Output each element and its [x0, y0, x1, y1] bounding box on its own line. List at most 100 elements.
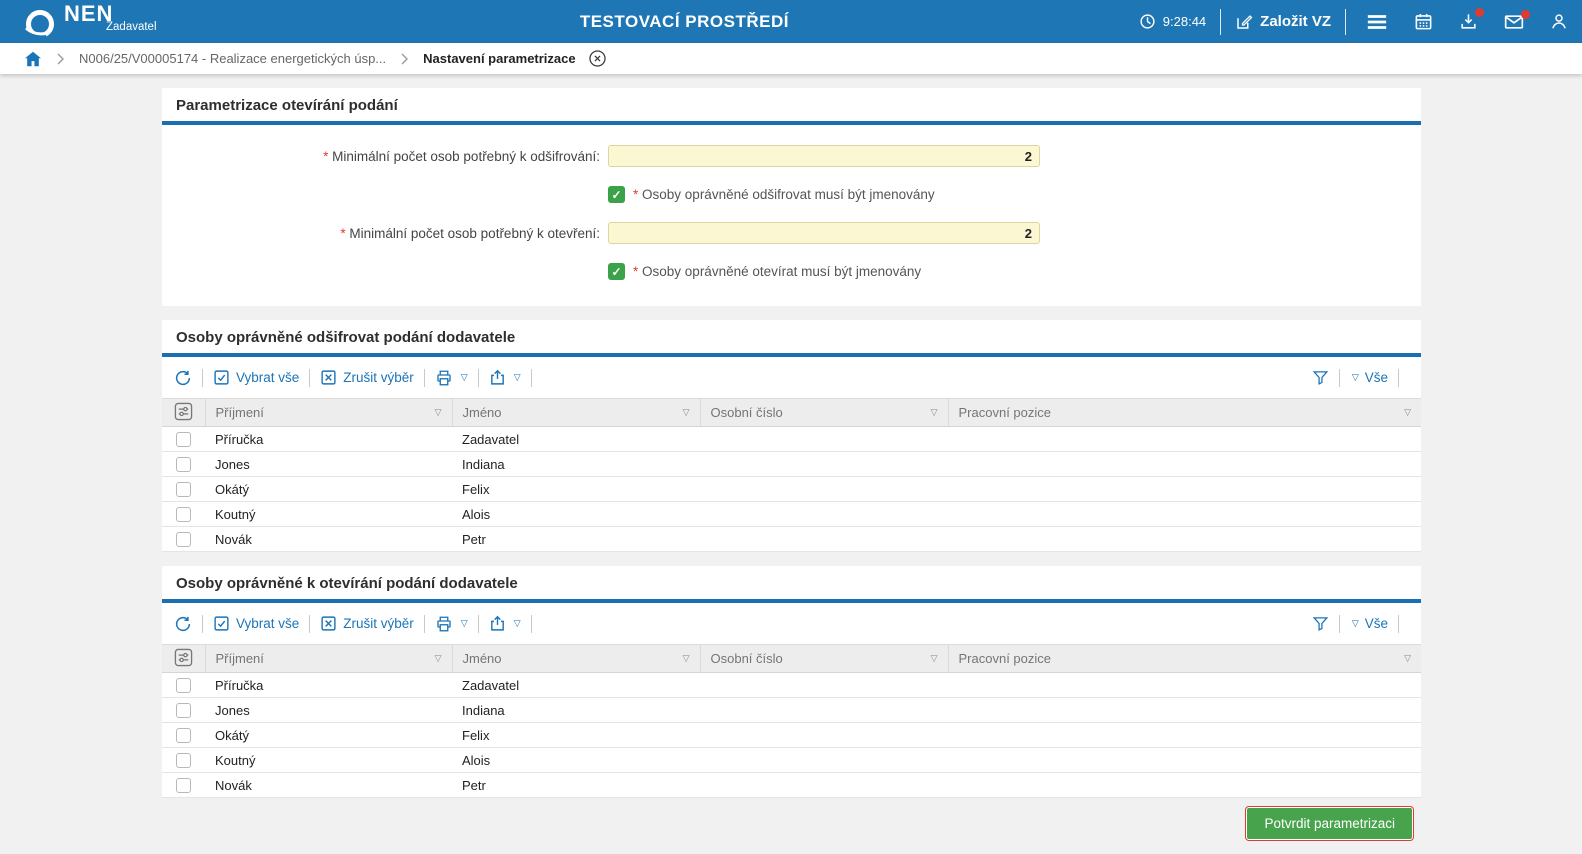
export-button[interactable]: ▽: [489, 615, 521, 632]
clock-icon: [1139, 13, 1156, 30]
row-checkbox[interactable]: [176, 778, 191, 794]
hamburger-menu-icon[interactable]: [1366, 13, 1388, 31]
column-header[interactable]: Příjmení ▽: [204, 644, 452, 673]
table-cell: Okátý: [205, 722, 452, 748]
logo-text: NEN: [64, 1, 114, 26]
column-header[interactable]: Jméno ▽: [451, 644, 700, 673]
refresh-button[interactable]: [174, 615, 192, 633]
table-cell: Indiana: [452, 697, 700, 723]
table-cell: [948, 526, 1421, 552]
home-icon[interactable]: [24, 51, 42, 67]
table-row[interactable]: Novák Petr: [162, 526, 1421, 552]
filter-button[interactable]: [1312, 369, 1329, 386]
column-config-button[interactable]: [162, 644, 205, 673]
filter-button[interactable]: [1312, 615, 1329, 632]
mail-badge: [1521, 9, 1530, 19]
column-filter-icon: ▽: [682, 407, 690, 417]
column-header[interactable]: Příjmení ▽: [204, 398, 452, 427]
table-header-row: Příjmení ▽ Jméno ▽ Osobní číslo ▽ Pracovní …: [162, 398, 1421, 427]
separator: [1220, 8, 1222, 35]
nen-logo[interactable]: NEN Zadavatel: [0, 3, 230, 40]
download-icon[interactable]: [1459, 8, 1484, 31]
environment-title: TESTOVACÍ PROSTŘEDÍ: [579, 11, 789, 31]
open-named-checkbox[interactable]: ✓: [608, 263, 625, 280]
open-persons-table: Příjmení ▽ Jméno ▽ Osobní číslo ▽ Pracovní …: [162, 644, 1421, 798]
breadcrumb-procurement[interactable]: N006/25/V00005174 - Realizace energetick…: [79, 51, 387, 66]
column-filter-icon: ▽: [1404, 407, 1411, 417]
check-square-icon: [214, 370, 229, 385]
row-checkbox[interactable]: [176, 457, 191, 473]
table-header-row: Příjmení ▽ Jméno ▽ Osobní číslo ▽ Pracovní …: [162, 644, 1421, 673]
required-mark: *: [340, 225, 346, 241]
filter-all-button[interactable]: ▽ Vše: [1351, 616, 1388, 631]
row-checkbox[interactable]: [176, 753, 191, 769]
column-header[interactable]: Pracovní pozice ▽: [947, 644, 1421, 673]
refresh-button[interactable]: [174, 369, 192, 387]
table-cell: [700, 672, 948, 698]
column-filter-icon: ▽: [1404, 653, 1411, 663]
export-button[interactable]: ▽: [489, 369, 521, 386]
create-vz-label: Založit VZ: [1260, 13, 1331, 30]
table-row[interactable]: Koutný Alois: [162, 501, 1421, 527]
confirm-parametrization-button[interactable]: Potvrdit parametrizaci: [1246, 807, 1413, 840]
table-cell: [700, 501, 948, 527]
breadcrumb: N006/25/V00005174 - Realizace energetick…: [0, 43, 1582, 74]
download-badge: [1475, 8, 1484, 17]
nen-logo-icon: [24, 10, 54, 39]
row-checkbox[interactable]: [176, 482, 191, 498]
column-header[interactable]: Osobní číslo ▽: [699, 398, 948, 427]
open-persons-section: Osoby oprávněné k otevírání podání dodav…: [162, 566, 1421, 798]
print-button[interactable]: ▽: [435, 369, 468, 387]
x-square-icon: [321, 370, 336, 385]
row-checkbox[interactable]: [176, 678, 191, 694]
decrypt-named-checkbox[interactable]: ✓: [608, 186, 625, 203]
dropdown-arrow-icon: ▽: [513, 372, 521, 382]
row-checkbox[interactable]: [176, 432, 191, 448]
mail-icon[interactable]: [1504, 9, 1530, 30]
calendar-icon[interactable]: [1414, 12, 1433, 31]
table-row[interactable]: Příručka Zadavatel: [162, 672, 1421, 698]
clear-selection-button[interactable]: Zrušit výběr: [320, 615, 414, 632]
table-row[interactable]: Okátý Felix: [162, 476, 1421, 502]
select-all-button[interactable]: Vybrat vše: [213, 615, 299, 632]
clear-selection-button[interactable]: Zrušit výběr: [320, 369, 414, 386]
close-circle-icon[interactable]: [588, 49, 607, 68]
column-header[interactable]: Jméno ▽: [451, 398, 700, 427]
table-cell: [700, 451, 948, 477]
print-button[interactable]: ▽: [435, 615, 468, 633]
dropdown-arrow-icon: ▽: [513, 618, 521, 628]
table-cell: Zadavatel: [452, 426, 700, 452]
user-icon[interactable]: [1550, 12, 1568, 31]
export-icon: [490, 369, 504, 385]
table-row[interactable]: Koutný Alois: [162, 747, 1421, 773]
row-checkbox[interactable]: [176, 532, 191, 548]
select-all-button[interactable]: Vybrat vše: [213, 369, 299, 386]
table-row[interactable]: Příručka Zadavatel: [162, 426, 1421, 452]
table-row[interactable]: Jones Indiana: [162, 697, 1421, 723]
column-header[interactable]: Pracovní pozice ▽: [947, 398, 1421, 427]
table-cell: [948, 426, 1421, 452]
table-cell: [948, 451, 1421, 477]
table-row[interactable]: Okátý Felix: [162, 722, 1421, 748]
filter-all-button[interactable]: ▽ Vše: [1351, 370, 1388, 385]
min-open-input[interactable]: [608, 222, 1040, 244]
row-checkbox[interactable]: [176, 703, 191, 719]
funnel-icon: [1312, 371, 1329, 385]
min-decrypt-input[interactable]: [608, 145, 1040, 167]
row-checkbox[interactable]: [176, 728, 191, 744]
required-mark: *: [323, 148, 329, 164]
column-config-button[interactable]: [162, 398, 205, 427]
column-header[interactable]: Osobní číslo ▽: [699, 644, 948, 673]
create-vz-button[interactable]: Založit VZ: [1235, 13, 1331, 31]
required-mark: *: [633, 264, 639, 279]
column-filter-icon: ▽: [682, 653, 690, 663]
table-row[interactable]: Jones Indiana: [162, 451, 1421, 477]
x-square-icon: [321, 616, 336, 631]
separator: [1345, 8, 1346, 35]
dropdown-arrow-icon: ▽: [460, 618, 468, 628]
table-cell: Koutný: [205, 501, 452, 527]
table-row[interactable]: Novák Petr: [162, 772, 1421, 798]
check-square-icon: [214, 616, 229, 631]
row-checkbox[interactable]: [176, 507, 191, 523]
decrypt-persons-section: Osoby oprávněné odšifrovat podání dodava…: [162, 320, 1421, 552]
